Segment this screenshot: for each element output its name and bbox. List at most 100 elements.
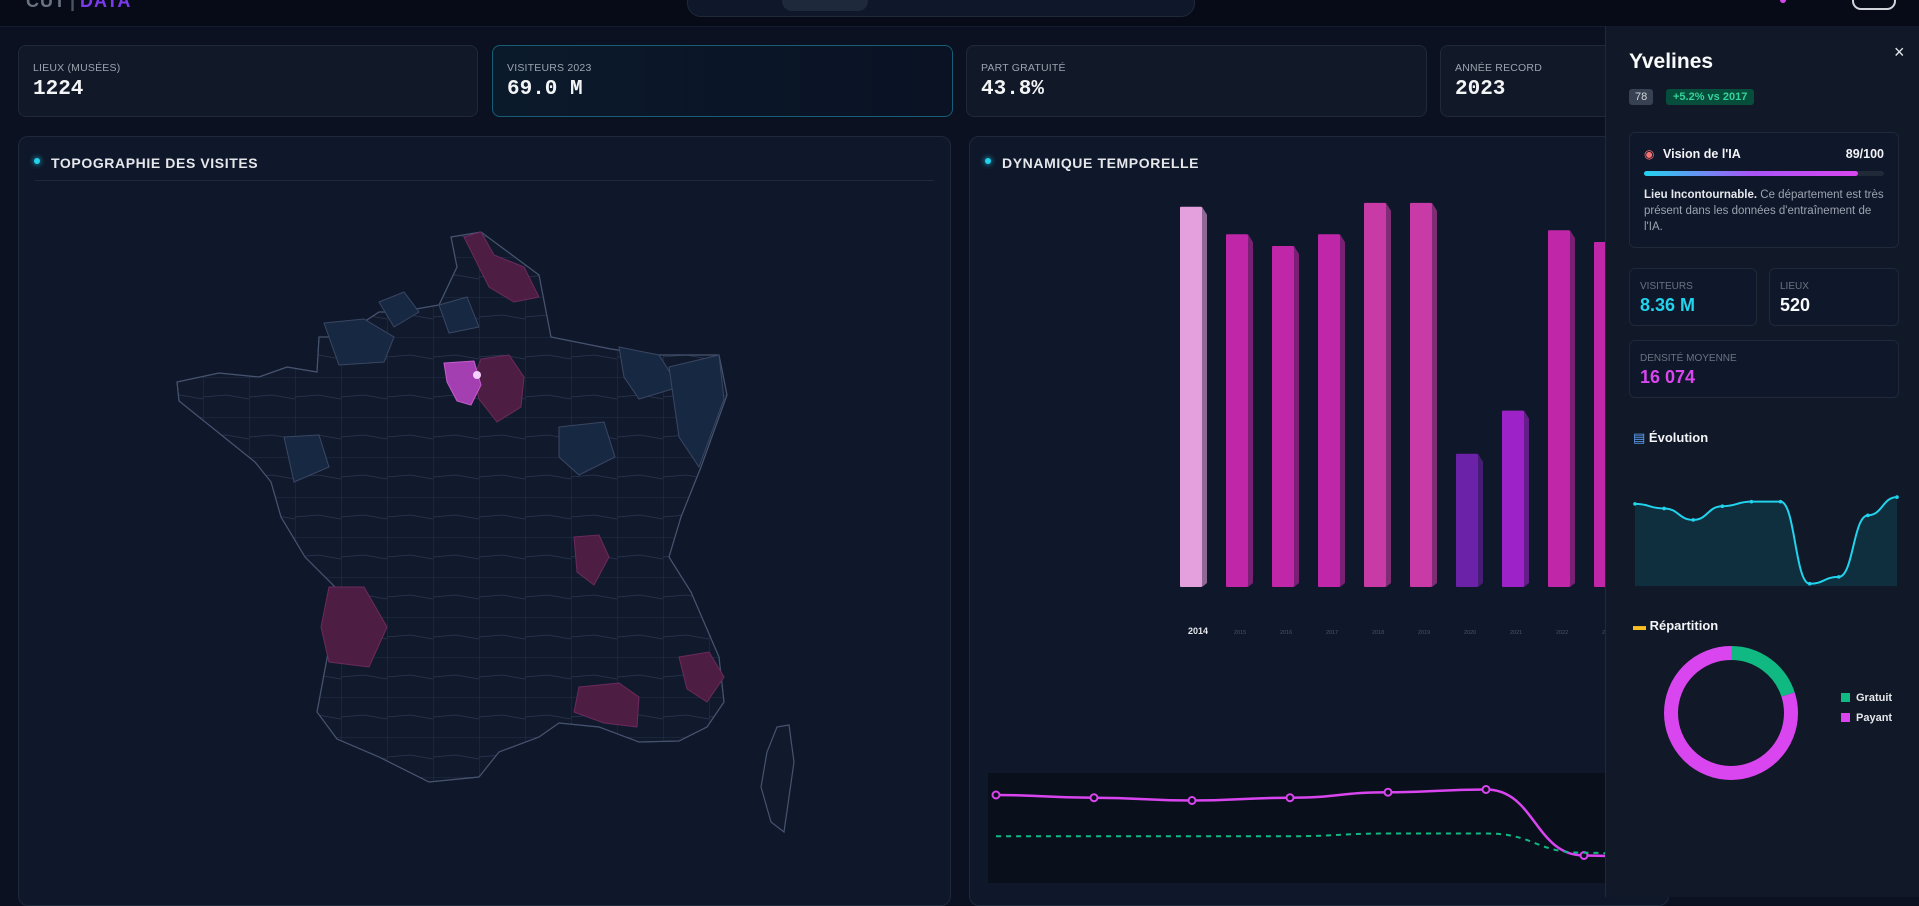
line-point bbox=[1089, 793, 1099, 803]
map-region-selected[interactable] bbox=[443, 360, 482, 406]
map-marker-paris bbox=[473, 371, 481, 379]
kpi-label: LIEUX (MUSÉES) bbox=[33, 62, 121, 74]
legend-label: Payant bbox=[1856, 712, 1893, 724]
bar-face bbox=[1180, 206, 1202, 587]
evolution-point bbox=[1778, 499, 1783, 504]
bar-tick-label: 2021 bbox=[1510, 630, 1522, 636]
eye-icon: ◉ bbox=[1644, 147, 1655, 161]
evolution-point bbox=[1749, 499, 1754, 504]
bar-side bbox=[1432, 202, 1437, 587]
kpi-value: 2023 bbox=[1455, 78, 1506, 101]
chart-icon: ▤ bbox=[1633, 430, 1646, 445]
evolution-point bbox=[1836, 575, 1841, 579]
evolution-chart bbox=[1633, 495, 1899, 586]
kpi-card-visitors: VISITEURS 2023 69.0 M bbox=[492, 45, 953, 117]
density-value: 16 074 bbox=[1640, 367, 1696, 387]
growth-badge: +5.2% vs 2017 bbox=[1666, 89, 1755, 105]
evolution-point bbox=[1691, 518, 1696, 522]
ia-score-bar-fill bbox=[1644, 171, 1858, 176]
ia-vision-title: Vision de l'IA bbox=[1663, 147, 1741, 161]
map-regions-blue[interactable] bbox=[283, 291, 725, 483]
legend-label: Gratuit bbox=[1856, 692, 1893, 704]
visitors-stat-card: VISITEURS 8.36 M bbox=[1629, 268, 1757, 326]
ia-vision-text: Ce département est très présent dans les… bbox=[1644, 189, 1884, 233]
line-chart-background bbox=[988, 773, 1628, 883]
bar-tick-label: 2022 bbox=[1556, 630, 1568, 636]
map-panel: TOPOGRAPHIE DES VISITES bbox=[18, 136, 951, 906]
bar-2020 bbox=[1456, 453, 1483, 587]
bar-tick-label: 2020 bbox=[1464, 630, 1476, 636]
top-bar: CUT | DATA bbox=[0, 0, 1919, 27]
department-code-badge: 78 bbox=[1629, 89, 1654, 105]
wallet-icon: ▬ bbox=[1633, 618, 1646, 633]
bar-tick-label: 2014 bbox=[1188, 626, 1208, 636]
donut-slice-payant bbox=[1664, 646, 1798, 780]
evolution-point bbox=[1633, 502, 1637, 506]
time-panel-title: DYNAMIQUE TEMPORELLE bbox=[1002, 155, 1200, 171]
bar-face bbox=[1318, 234, 1340, 587]
close-icon[interactable]: × bbox=[1894, 42, 1905, 62]
bar-face bbox=[1456, 453, 1478, 587]
repartition-title: Répartition bbox=[1649, 618, 1719, 633]
view-switcher-active-tab[interactable] bbox=[782, 0, 868, 11]
ia-vision-description: Lieu Incontournable. Ce département est … bbox=[1644, 187, 1884, 235]
bar-side bbox=[1340, 234, 1345, 587]
line-point bbox=[991, 790, 1001, 800]
legend-swatch bbox=[1841, 693, 1850, 702]
map-panel-title: TOPOGRAPHIE DES VISITES bbox=[51, 155, 259, 171]
line-series-green bbox=[996, 832, 1628, 856]
kpi-value: 43.8% bbox=[981, 78, 1045, 101]
bar-2021 bbox=[1502, 410, 1529, 587]
bar-side bbox=[1294, 245, 1299, 587]
theme-toggle[interactable] bbox=[1852, 0, 1896, 10]
repartition-section: ▬ Répartition bbox=[1633, 618, 1718, 633]
bar-side bbox=[1248, 234, 1253, 587]
app-logo[interactable]: CUT | DATA bbox=[26, 0, 131, 12]
evolution-line bbox=[1634, 496, 1898, 585]
places-stat-card: LIEUX 520 bbox=[1769, 268, 1899, 326]
evolution-point bbox=[1720, 504, 1725, 508]
ia-vision-verdict: Lieu Incontournable. bbox=[1644, 189, 1758, 201]
bar-face bbox=[1272, 245, 1294, 587]
bar-2014 bbox=[1180, 206, 1207, 587]
kpi-value: 1224 bbox=[33, 78, 84, 101]
bar-tick-label: 2017 bbox=[1326, 630, 1338, 636]
places-label: LIEUX bbox=[1780, 281, 1809, 292]
bar-tick-label: 2015 bbox=[1234, 630, 1246, 636]
map-regions-highlighted[interactable] bbox=[320, 231, 725, 728]
evolution-point bbox=[1662, 506, 1666, 511]
bar-face bbox=[1548, 230, 1570, 587]
logo-text-right: DATA bbox=[80, 0, 132, 11]
visitors-label: VISITEURS bbox=[1640, 281, 1693, 292]
evolution-point bbox=[1866, 513, 1870, 518]
bar-face bbox=[1410, 202, 1432, 587]
kpi-label: ANNÉE RECORD bbox=[1455, 62, 1542, 74]
line-chart bbox=[988, 773, 1628, 883]
bar-face bbox=[1502, 410, 1524, 587]
bar-face bbox=[1226, 234, 1248, 587]
map-region-corsica[interactable] bbox=[760, 724, 795, 834]
density-label: DENSITÉ MOYENNE bbox=[1640, 353, 1737, 364]
density-stat-card: DENSITÉ MOYENNE 16 074 bbox=[1629, 340, 1899, 398]
repartition-donut bbox=[1664, 646, 1798, 780]
time-panel: DYNAMIQUE TEMPORELLE 2014 2015 2016 2017 201… bbox=[969, 136, 1669, 906]
bar-side bbox=[1478, 453, 1483, 587]
panel-indicator-dot bbox=[985, 158, 991, 164]
ia-score-bar bbox=[1644, 171, 1884, 176]
bar-2022 bbox=[1548, 230, 1575, 587]
bar-2018 bbox=[1364, 202, 1391, 587]
logo-text-left: CUT bbox=[26, 0, 66, 11]
bar-side bbox=[1570, 230, 1575, 587]
kpi-label: PART GRATUITÉ bbox=[981, 62, 1066, 74]
ia-vision-score: 89/100 bbox=[1845, 147, 1884, 161]
legend-item-paid: Payant bbox=[1841, 712, 1892, 724]
bar-face bbox=[1364, 202, 1386, 587]
bar-tick-label: 2019 bbox=[1418, 630, 1430, 636]
panel-indicator-dot bbox=[34, 158, 40, 164]
legend-item-free: Gratuit bbox=[1841, 692, 1892, 704]
france-map bbox=[176, 231, 795, 834]
line-series-magenta bbox=[995, 788, 1628, 859]
kpi-label: VISITEURS 2023 bbox=[507, 62, 592, 74]
evolution-section: ▤ Évolution bbox=[1633, 430, 1708, 446]
visitors-value: 8.36 M bbox=[1640, 295, 1696, 315]
